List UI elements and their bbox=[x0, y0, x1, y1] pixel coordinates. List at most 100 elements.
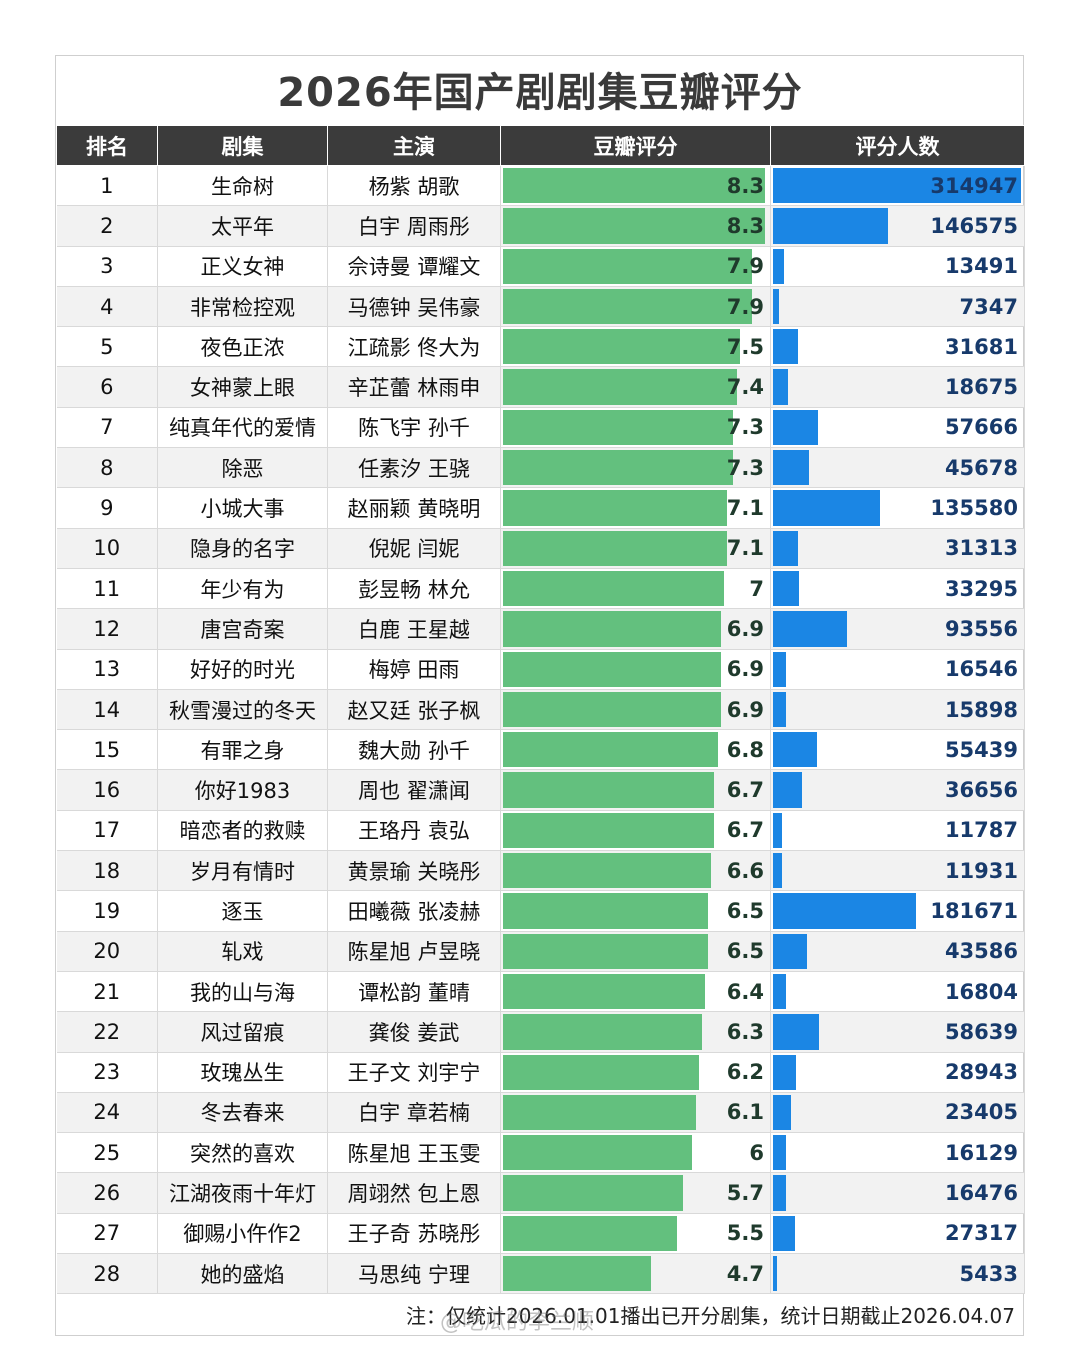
score-cell: 6 bbox=[500, 1132, 771, 1174]
show-cell: 纯真年代的爱情 bbox=[157, 407, 328, 449]
table-row: 4 非常检控观 马德钟 吴伟豪 7.9 7347 bbox=[56, 286, 1025, 328]
cast-cell: 龚俊 姜武 bbox=[327, 1011, 501, 1053]
cast-cell: 黄景瑜 关晓彤 bbox=[327, 850, 501, 892]
votes-bar bbox=[773, 611, 847, 647]
votes-bar bbox=[773, 248, 784, 284]
votes-cell: 93556 bbox=[770, 608, 1025, 650]
votes-value: 45678 bbox=[944, 455, 1018, 480]
score-bar bbox=[503, 369, 737, 405]
score-value: 6.1 bbox=[726, 1100, 764, 1125]
show-cell: 唐宫奇案 bbox=[157, 608, 328, 650]
score-value: 6.9 bbox=[726, 697, 764, 722]
votes-bar bbox=[773, 1054, 796, 1090]
show-cell: 年少有为 bbox=[157, 568, 328, 610]
header-cast: 主演 bbox=[327, 125, 501, 166]
score-bar bbox=[503, 288, 753, 325]
rank-cell: 12 bbox=[56, 608, 158, 650]
table-row: 18 岁月有情时 黄景瑜 关晓彤 6.6 11931 bbox=[56, 850, 1025, 892]
votes-bar bbox=[773, 651, 787, 687]
cast-cell: 周也 翟潇闻 bbox=[327, 769, 501, 811]
score-value: 7.3 bbox=[726, 415, 764, 440]
score-bar bbox=[503, 853, 712, 889]
rank-cell: 5 bbox=[56, 326, 158, 368]
score-bar bbox=[503, 530, 728, 566]
table-row: 13 好好的时光 梅婷 田雨 6.9 16546 bbox=[56, 649, 1025, 690]
table-row: 16 你好1983 周也 翟潇闻 6.7 36656 bbox=[56, 769, 1025, 811]
show-cell: 我的山与海 bbox=[157, 971, 328, 1013]
votes-bar bbox=[773, 812, 783, 849]
table-row: 11 年少有为 彭昱畅 林允 7 33295 bbox=[56, 568, 1025, 610]
score-cell: 6.9 bbox=[500, 649, 771, 690]
rank-cell: 16 bbox=[56, 769, 158, 811]
show-cell: 冬去春来 bbox=[157, 1092, 328, 1134]
show-cell: 暗恋者的救赎 bbox=[157, 810, 328, 852]
score-value: 6.9 bbox=[726, 657, 764, 682]
table-row: 9 小城大事 赵丽颖 黄晓明 7.1 135580 bbox=[56, 487, 1025, 529]
votes-bar bbox=[773, 570, 800, 607]
score-bar bbox=[503, 490, 728, 526]
table-row: 14 秋雪漫过的冬天 赵又廷 张子枫 6.9 15898 bbox=[56, 689, 1025, 731]
show-cell: 除恶 bbox=[157, 447, 328, 489]
score-value: 4.7 bbox=[726, 1261, 764, 1286]
score-cell: 7.9 bbox=[500, 286, 771, 328]
score-value: 7.1 bbox=[726, 496, 764, 521]
score-bar bbox=[503, 1135, 693, 1171]
table-row: 15 有罪之身 魏大勋 孙千 6.8 55439 bbox=[56, 729, 1025, 771]
score-bar bbox=[503, 329, 740, 365]
score-cell: 8.3 bbox=[500, 165, 771, 207]
rank-cell: 21 bbox=[56, 971, 158, 1013]
votes-cell: 181671 bbox=[770, 890, 1025, 932]
score-value: 5.7 bbox=[726, 1181, 764, 1206]
votes-cell: 16546 bbox=[770, 649, 1025, 690]
cast-cell: 任素汐 王骁 bbox=[327, 447, 501, 489]
score-cell: 4.7 bbox=[500, 1253, 771, 1295]
score-value: 5.5 bbox=[726, 1221, 764, 1246]
header-show: 剧集 bbox=[157, 125, 328, 166]
score-cell: 7.1 bbox=[500, 528, 771, 569]
votes-cell: 36656 bbox=[770, 769, 1025, 811]
cast-cell: 倪妮 闫妮 bbox=[327, 528, 501, 569]
score-value: 7.4 bbox=[726, 375, 764, 400]
rank-cell: 19 bbox=[56, 890, 158, 932]
score-bar bbox=[503, 1054, 699, 1090]
score-value: 6.8 bbox=[726, 737, 764, 762]
score-bar bbox=[503, 933, 709, 969]
score-bar bbox=[503, 570, 724, 607]
score-cell: 6.8 bbox=[500, 729, 771, 771]
footnote: 注：仅统计2026.01.01播出已开分剧集，统计日期截止2026.04.07 bbox=[405, 1304, 1015, 1328]
show-cell: 女神蒙上眼 bbox=[157, 366, 328, 408]
votes-value: 146575 bbox=[930, 213, 1018, 238]
votes-bar bbox=[773, 329, 798, 365]
votes-value: 16129 bbox=[944, 1140, 1018, 1165]
table-row: 19 逐玉 田曦薇 张凌赫 6.5 181671 bbox=[56, 890, 1025, 932]
votes-cell: 18675 bbox=[770, 366, 1025, 408]
score-value: 7.9 bbox=[726, 254, 764, 279]
votes-value: 43586 bbox=[944, 939, 1018, 964]
votes-bar bbox=[773, 1256, 778, 1292]
score-cell: 7 bbox=[500, 568, 771, 610]
rank-cell: 22 bbox=[56, 1011, 158, 1053]
show-cell: 小城大事 bbox=[157, 487, 328, 529]
votes-value: 16546 bbox=[944, 657, 1018, 682]
votes-value: 93556 bbox=[944, 616, 1018, 641]
show-cell: 非常检控观 bbox=[157, 286, 328, 328]
votes-bar bbox=[773, 168, 1021, 204]
votes-value: 7347 bbox=[959, 294, 1018, 319]
votes-cell: 13491 bbox=[770, 246, 1025, 287]
rank-cell: 18 bbox=[56, 850, 158, 892]
votes-bar bbox=[773, 973, 787, 1010]
votes-cell: 31681 bbox=[770, 326, 1025, 368]
votes-cell: 45678 bbox=[770, 447, 1025, 489]
votes-bar bbox=[773, 853, 783, 889]
rank-cell: 24 bbox=[56, 1092, 158, 1134]
rank-cell: 3 bbox=[56, 246, 158, 287]
votes-cell: 16804 bbox=[770, 971, 1025, 1013]
table-row: 23 玫瑰丛生 王子文 刘宇宁 6.2 28943 bbox=[56, 1052, 1025, 1093]
score-value: 7.5 bbox=[726, 334, 764, 359]
score-value: 7.9 bbox=[726, 294, 764, 319]
votes-value: 16476 bbox=[944, 1181, 1018, 1206]
votes-cell: 16129 bbox=[770, 1132, 1025, 1174]
rank-cell: 20 bbox=[56, 931, 158, 972]
rank-cell: 8 bbox=[56, 447, 158, 489]
votes-value: 11787 bbox=[944, 818, 1018, 843]
